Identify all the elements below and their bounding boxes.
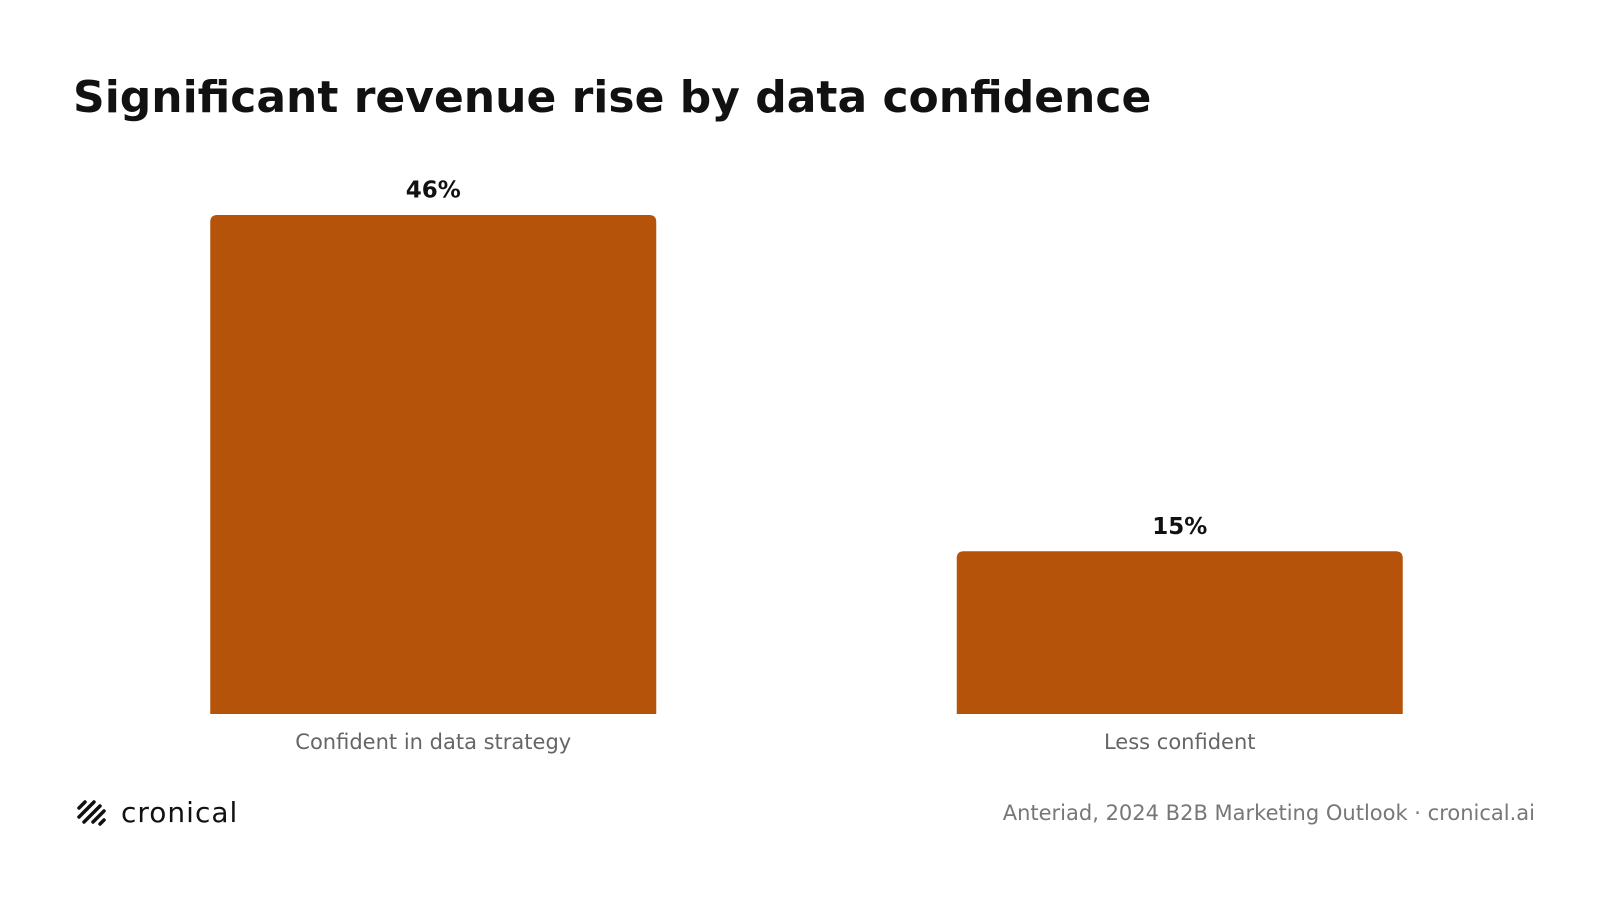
x-tick-label: Confident in data strategy [295, 730, 571, 754]
value-label: 46% [406, 178, 461, 204]
source-note: Anteriad, 2024 B2B Marketing Outlook · c… [1003, 801, 1535, 825]
logo-icon [77, 800, 106, 826]
chart-title: Significant revenue rise by data confide… [73, 72, 1151, 123]
bar [956, 551, 1403, 714]
brand-name: cronical [121, 796, 238, 829]
bar [210, 215, 657, 714]
value-label: 15% [1152, 514, 1207, 540]
x-tick-label: Less confident [1104, 730, 1256, 754]
